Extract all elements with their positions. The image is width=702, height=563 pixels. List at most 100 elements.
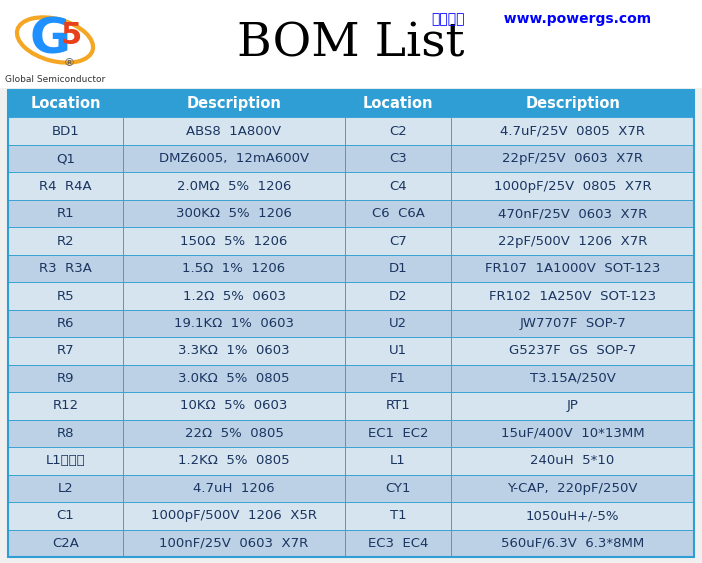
Bar	[451, 502, 694, 530]
Bar	[345, 200, 451, 227]
Bar	[8, 145, 124, 172]
Bar	[124, 200, 345, 227]
Bar	[345, 502, 451, 530]
Text: Description: Description	[187, 96, 282, 111]
Bar	[124, 118, 345, 145]
Bar	[124, 145, 345, 172]
Text: 470nF/25V  0603  X7R: 470nF/25V 0603 X7R	[498, 207, 647, 220]
Bar	[345, 337, 451, 365]
Bar	[345, 447, 451, 475]
Bar	[8, 337, 124, 365]
Text: 560uF/6.3V  6.3*8MM: 560uF/6.3V 6.3*8MM	[501, 537, 644, 549]
Text: L1并电阵: L1并电阵	[46, 454, 86, 467]
Text: 2.0MΩ  5%  1206: 2.0MΩ 5% 1206	[177, 180, 291, 193]
Text: JW7707F  SOP-7: JW7707F SOP-7	[519, 317, 626, 330]
Text: Q1: Q1	[56, 152, 75, 165]
Text: RT1: RT1	[385, 399, 411, 413]
Bar	[451, 337, 694, 365]
Bar	[124, 255, 345, 282]
Text: www.powergs.com: www.powergs.com	[494, 12, 651, 26]
Text: D2: D2	[389, 289, 407, 302]
Bar	[8, 310, 124, 337]
Text: ABS8  1A800V: ABS8 1A800V	[187, 125, 282, 138]
Bar	[345, 475, 451, 502]
Bar	[8, 90, 694, 557]
Bar	[124, 227, 345, 255]
Text: ®: ®	[63, 58, 74, 68]
Bar	[451, 227, 694, 255]
Text: T3.15A/250V: T3.15A/250V	[529, 372, 616, 385]
Bar	[8, 282, 124, 310]
Bar	[8, 118, 124, 145]
Bar	[451, 145, 694, 172]
Text: 100nF/25V  0603  X7R: 100nF/25V 0603 X7R	[159, 537, 309, 549]
Bar	[451, 365, 694, 392]
Bar	[8, 447, 124, 475]
Text: R3  R3A: R3 R3A	[39, 262, 92, 275]
Bar	[345, 530, 451, 557]
Text: EC1  EC2: EC1 EC2	[368, 427, 428, 440]
Bar	[8, 90, 124, 118]
Text: 15uF/400V  10*13MM: 15uF/400V 10*13MM	[501, 427, 644, 440]
Text: R1: R1	[57, 207, 74, 220]
Text: F1: F1	[390, 372, 406, 385]
Text: R6: R6	[57, 317, 74, 330]
Bar	[0, 0, 702, 88]
Bar	[345, 145, 451, 172]
Text: C2: C2	[389, 125, 407, 138]
Bar	[124, 419, 345, 447]
Bar	[451, 392, 694, 419]
Bar	[345, 419, 451, 447]
Text: 19.1KΩ  1%  0603: 19.1KΩ 1% 0603	[174, 317, 294, 330]
Bar	[345, 310, 451, 337]
Text: CY1: CY1	[385, 482, 411, 495]
Text: FR102  1A250V  SOT-123: FR102 1A250V SOT-123	[489, 289, 656, 302]
Text: 22Ω  5%  0805: 22Ω 5% 0805	[185, 427, 284, 440]
Bar	[124, 282, 345, 310]
Text: BOM List: BOM List	[237, 21, 465, 66]
Text: Description: Description	[525, 96, 620, 111]
Bar	[345, 282, 451, 310]
Bar	[345, 365, 451, 392]
Text: 10KΩ  5%  0603: 10KΩ 5% 0603	[180, 399, 288, 413]
Text: L1: L1	[390, 454, 406, 467]
Bar	[451, 172, 694, 200]
Bar	[345, 227, 451, 255]
Text: 港晋电子: 港晋电子	[432, 12, 465, 26]
Bar	[8, 475, 124, 502]
Bar	[451, 475, 694, 502]
Text: 1.5Ω  1%  1206: 1.5Ω 1% 1206	[183, 262, 286, 275]
Bar	[124, 447, 345, 475]
Text: G: G	[29, 16, 71, 64]
Bar	[124, 337, 345, 365]
Text: 150Ω  5%  1206: 150Ω 5% 1206	[180, 235, 288, 248]
Text: 22pF/25V  0603  X7R: 22pF/25V 0603 X7R	[502, 152, 643, 165]
Bar	[8, 172, 124, 200]
Text: R2: R2	[57, 235, 74, 248]
Text: U1: U1	[389, 345, 407, 358]
Bar	[451, 90, 694, 118]
Bar	[8, 200, 124, 227]
Text: JP: JP	[567, 399, 578, 413]
Bar	[451, 310, 694, 337]
Bar	[124, 172, 345, 200]
Text: 1050uH+/-5%: 1050uH+/-5%	[526, 510, 619, 522]
Text: R7: R7	[57, 345, 74, 358]
Text: C2A: C2A	[52, 537, 79, 549]
Text: C7: C7	[389, 235, 407, 248]
Text: C3: C3	[389, 152, 407, 165]
Text: 300KΩ  5%  1206: 300KΩ 5% 1206	[176, 207, 292, 220]
Text: C6  C6A: C6 C6A	[371, 207, 425, 220]
Bar	[345, 172, 451, 200]
Bar	[345, 118, 451, 145]
Text: R8: R8	[57, 427, 74, 440]
Text: 5: 5	[60, 20, 81, 50]
Text: 1.2Ω  5%  0603: 1.2Ω 5% 0603	[183, 289, 286, 302]
Bar	[451, 200, 694, 227]
Text: U2: U2	[389, 317, 407, 330]
Text: EC3  EC4: EC3 EC4	[368, 537, 428, 549]
Bar	[124, 310, 345, 337]
Text: BD1: BD1	[52, 125, 79, 138]
Text: 1000pF/500V  1206  X5R: 1000pF/500V 1206 X5R	[151, 510, 317, 522]
Bar	[451, 282, 694, 310]
